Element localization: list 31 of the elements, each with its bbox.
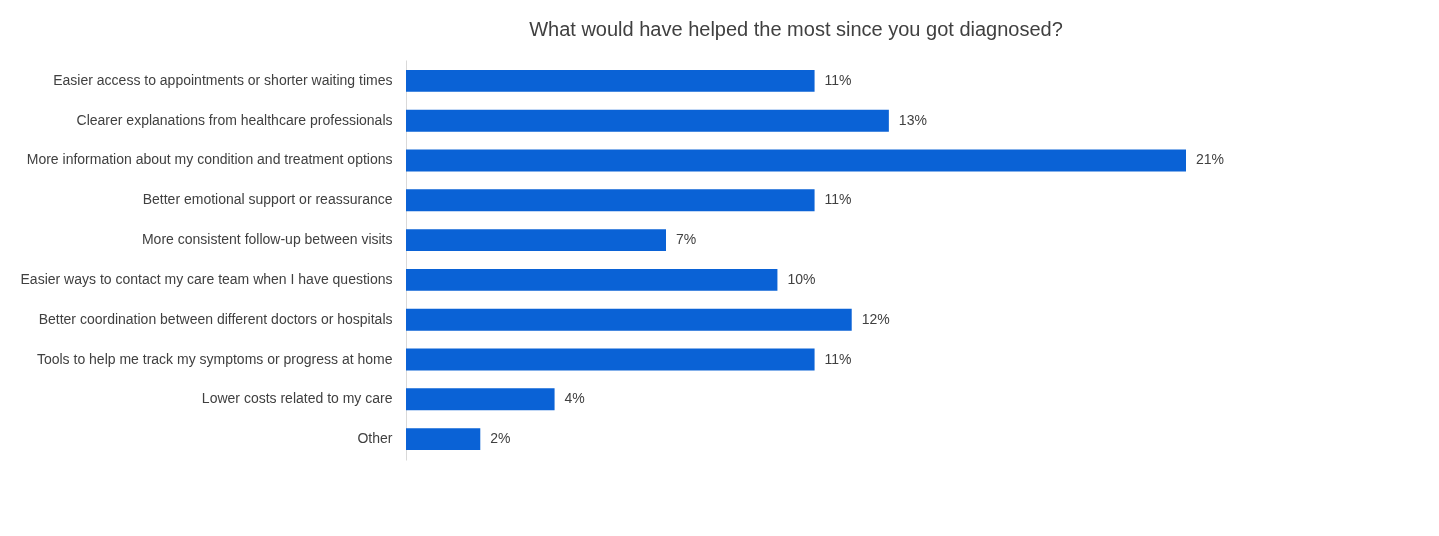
y-tick-label: Lower costs related to my care — [201, 390, 393, 407]
data-label: 11% — [824, 191, 852, 208]
y-tick-label: Clearer explanations from healthcare professionals — [76, 111, 393, 128]
y-tick-label: Easier ways to contact my care team when I have questions — [20, 270, 393, 287]
y-tick-label: Easier access to appointments or shorter waiting times — [53, 71, 393, 88]
data-label: 2% — [490, 430, 511, 447]
bar — [406, 388, 555, 411]
bar — [406, 308, 852, 331]
bar — [406, 268, 778, 291]
y-tick-label: Other — [357, 430, 393, 447]
data-label: 21% — [1196, 151, 1225, 168]
data-label: 11% — [824, 71, 852, 88]
bar — [406, 189, 815, 212]
y-tick-label: More consistent follow-up between visits — [141, 231, 393, 248]
bar — [406, 149, 1186, 172]
data-label: 4% — [564, 390, 585, 407]
data-label: 11% — [824, 350, 852, 367]
data-label: 10% — [787, 270, 816, 287]
chart-title: What would have helped the most since you got diagnosed? — [529, 18, 1063, 40]
bar — [406, 229, 666, 252]
y-tick-label: More information about my condition and treatment options — [26, 151, 393, 168]
y-tick-label: Better emotional support or reassurance — [142, 191, 393, 208]
y-tick-label: Better coordination between different doctors or hospitals — [38, 310, 393, 327]
bar — [406, 109, 889, 132]
bar — [406, 428, 481, 451]
y-tick-label: Tools to help me track my symptoms or progress at home — [36, 350, 393, 367]
bar — [406, 348, 815, 371]
data-label: 12% — [861, 310, 890, 327]
data-label: 7% — [676, 231, 697, 248]
bar — [406, 69, 815, 92]
data-label: 13% — [898, 111, 927, 128]
